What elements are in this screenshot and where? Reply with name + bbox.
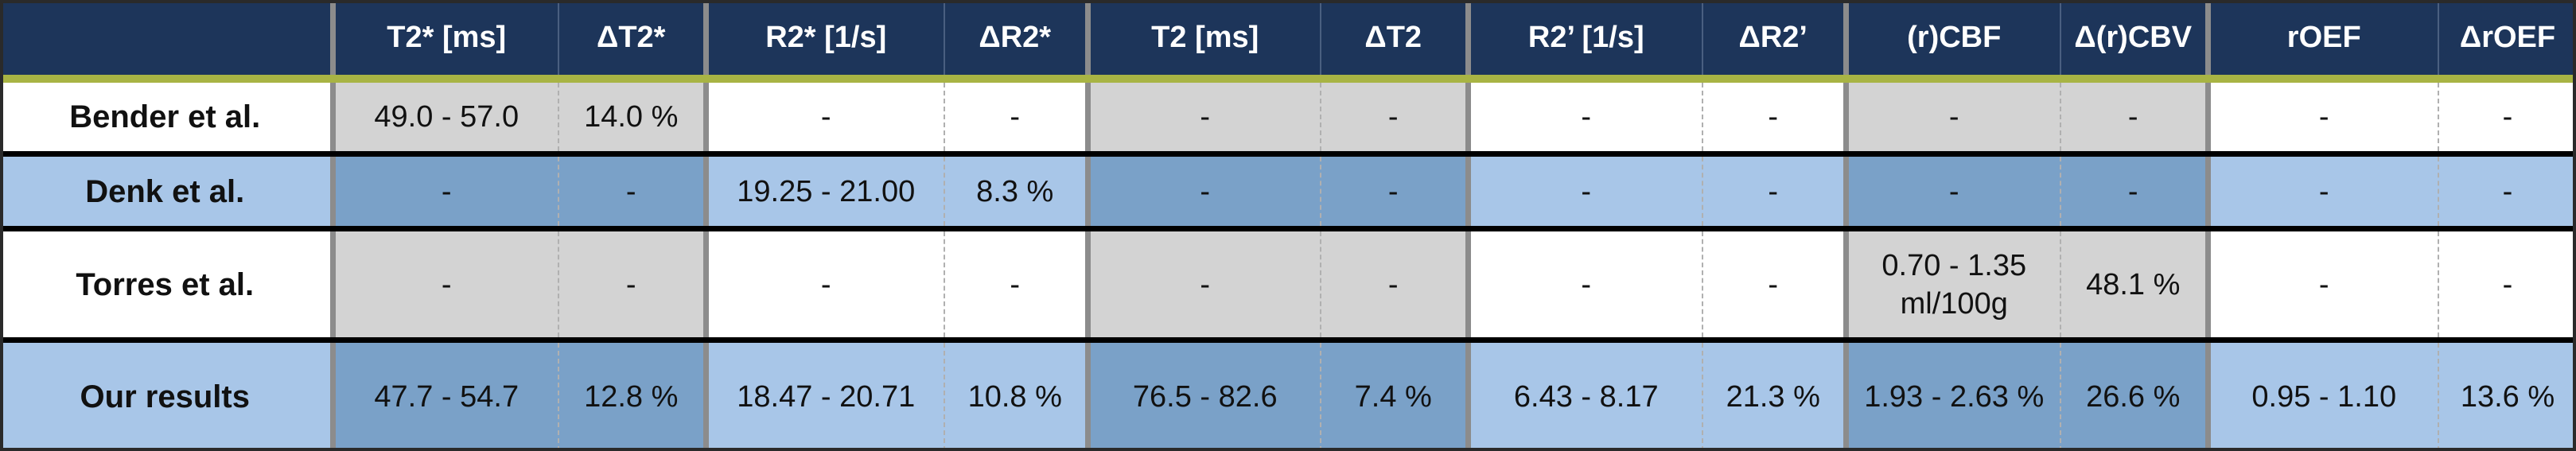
table-cell: -	[1084, 79, 1321, 157]
table-cell: -	[1843, 79, 2061, 157]
table-cell: -	[2204, 154, 2439, 232]
table-cell: -	[2060, 154, 2208, 232]
table-cell: -	[1702, 154, 1846, 232]
table-cell: -	[1321, 79, 1469, 157]
header-cell-delta-roef: ΔrOEF	[2438, 0, 2576, 83]
table-cell: 1.93 - 2.63 %	[1843, 340, 2061, 451]
table-cell: 7.4 %	[1321, 340, 1469, 451]
table-cell: -	[702, 79, 945, 157]
table-row: Bender et al. 49.0 - 57.0 14.0 % - - - -…	[0, 79, 2576, 157]
table-cell: 26.6 %	[2060, 340, 2208, 451]
header-cell-delta-cbv: Δ(r)CBV	[2060, 0, 2208, 83]
table-cell: -	[1702, 228, 1846, 343]
table-cell: -	[2438, 228, 2576, 343]
row-label: Torres et al.	[0, 228, 333, 343]
table-cell: -	[558, 228, 706, 343]
table-cell: -	[558, 154, 706, 232]
header-cell-delta-r2prime: ΔR2’	[1702, 0, 1846, 83]
table-cell: 0.70 - 1.35 ml/100g	[1843, 228, 2061, 343]
table-cell: 76.5 - 82.6	[1084, 340, 1321, 451]
header-cell-blank	[0, 0, 333, 83]
table-row: Denk et al. - - 19.25 - 21.00 8.3 % - - …	[0, 154, 2576, 232]
header-cell-delta-t2star: ΔT2*	[558, 0, 706, 83]
table-cell: 47.7 - 54.7	[329, 340, 559, 451]
table-cell: -	[329, 228, 559, 343]
table-cell: 10.8 %	[944, 340, 1088, 451]
table-cell: -	[1843, 154, 2061, 232]
row-label: Our results	[0, 340, 333, 451]
header-cell-delta-r2star: ΔR2*	[944, 0, 1088, 83]
header-cell-r2star: R2* [1/s]	[702, 0, 945, 83]
table-cell: 12.8 %	[558, 340, 706, 451]
table-cell: -	[1321, 154, 1469, 232]
table-cell: 21.3 %	[1702, 340, 1846, 451]
header-row: T2* [ms] ΔT2* R2* [1/s] ΔR2* T2 [ms] ΔT2…	[0, 0, 2576, 83]
table-cell: -	[1321, 228, 1469, 343]
table-cell: -	[1702, 79, 1846, 157]
table-cell: -	[1465, 154, 1703, 232]
row-label: Bender et al.	[0, 79, 333, 157]
table-cell: -	[2438, 154, 2576, 232]
table-cell: -	[1084, 154, 1321, 232]
table-cell: -	[2438, 79, 2576, 157]
table-cell: -	[1084, 228, 1321, 343]
header-cell-r2prime: R2’ [1/s]	[1465, 0, 1703, 83]
header-cell-roef: rOEF	[2204, 0, 2439, 83]
table-row: Our results 47.7 - 54.7 12.8 % 18.47 - 2…	[0, 340, 2576, 451]
table-cell: 48.1 %	[2060, 228, 2208, 343]
table-cell: -	[329, 154, 559, 232]
table-cell: -	[1465, 228, 1703, 343]
header-cell-delta-t2: ΔT2	[1321, 0, 1469, 83]
table-cell: 18.47 - 20.71	[702, 340, 945, 451]
table-cell: -	[2204, 79, 2439, 157]
header-cell-cbf: (r)CBF	[1843, 0, 2061, 83]
table-cell: -	[2060, 79, 2208, 157]
header-cell-t2: T2 [ms]	[1084, 0, 1321, 83]
table-cell: -	[944, 79, 1088, 157]
table-row: Torres et al. - - - - - - - - 0.70 - 1.3…	[0, 228, 2576, 343]
table-cell: -	[2204, 228, 2439, 343]
header-cell-t2star: T2* [ms]	[329, 0, 559, 83]
row-label: Denk et al.	[0, 154, 333, 232]
table-cell: 6.43 - 8.17	[1465, 340, 1703, 451]
table-cell: 14.0 %	[558, 79, 706, 157]
table-cell: 49.0 - 57.0	[329, 79, 559, 157]
table-cell: -	[944, 228, 1088, 343]
table-cell: 13.6 %	[2438, 340, 2576, 451]
table-cell: -	[1465, 79, 1703, 157]
table-cell: 0.95 - 1.10	[2204, 340, 2439, 451]
table-cell: 8.3 %	[944, 154, 1088, 232]
table-cell: -	[702, 228, 945, 343]
table-cell: 19.25 - 21.00	[702, 154, 945, 232]
